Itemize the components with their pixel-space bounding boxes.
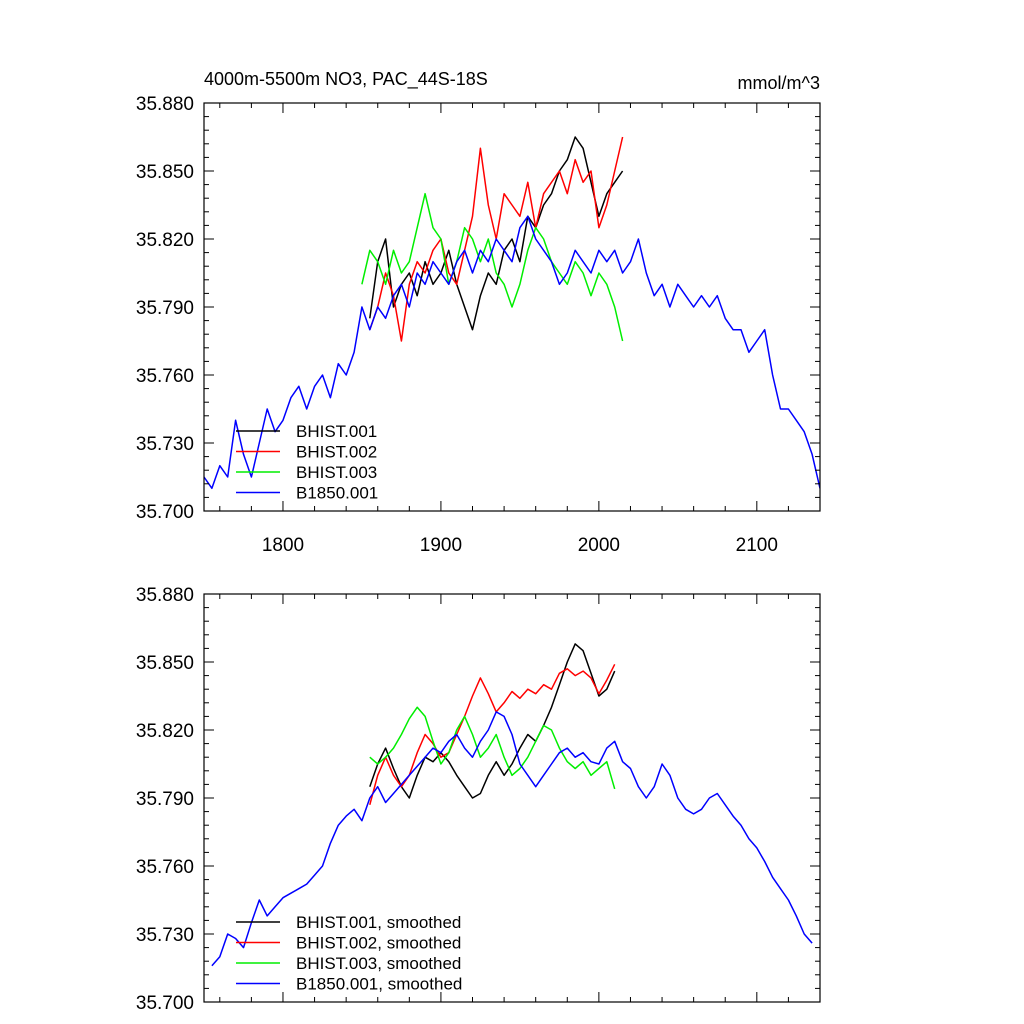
y-tick-label: 35.850	[136, 162, 194, 183]
chart-panel-2: 35.700 35.730 35.760 35.790 35.820 35.850 35.8…	[136, 585, 821, 1014]
y-tick-label: 35.760	[136, 857, 194, 878]
y-tick-label: 35.700	[136, 993, 194, 1014]
y-tick-label: 35.850	[136, 653, 194, 674]
legend-label: BHIST.002, smoothed	[296, 934, 461, 953]
y-tick-label: 35.820	[136, 721, 194, 742]
y-tick-label: 35.880	[136, 585, 194, 606]
legend-label: B1850.001, smoothed	[296, 975, 462, 994]
series-line-1-4	[204, 215, 820, 490]
units-label: mmol/m^3	[738, 73, 820, 93]
y-tick-label: 35.700	[136, 502, 194, 523]
legend-label: B1850.001	[296, 484, 378, 503]
y-tick-label: 35.730	[136, 434, 194, 455]
y-tick-label: 35.880	[136, 94, 194, 115]
y-tick-label: 35.790	[136, 298, 194, 319]
series-line-1-1	[369, 136, 624, 331]
x-tick-label: 1800	[262, 535, 304, 556]
series-line-1-3	[361, 192, 624, 342]
x-tick-label: 2000	[578, 535, 620, 556]
series-line-2-3	[369, 706, 616, 790]
series-line-2-1	[369, 643, 616, 799]
chart-panel-1: 35.700 35.730 35.760 35.790 35.820 35.850 35.8…	[136, 69, 821, 556]
series-line-2-2	[369, 663, 616, 805]
x-tick-label: 2100	[736, 535, 778, 556]
legend-label: BHIST.003, smoothed	[296, 954, 461, 973]
y-tick-label: 35.820	[136, 230, 194, 251]
y-tick-label: 35.790	[136, 789, 194, 810]
series-line-2-4	[211, 711, 813, 967]
legend-label: BHIST.002	[296, 443, 377, 462]
y-tick-label: 35.730	[136, 925, 194, 946]
chart-title: 4000m-5500m NO3, PAC_44S-18S	[204, 69, 488, 90]
legend-label: BHIST.001, smoothed	[296, 913, 461, 932]
legend-label: BHIST.001	[296, 422, 377, 441]
y-tick-label: 35.760	[136, 366, 194, 387]
legend-label: BHIST.003	[296, 463, 377, 482]
x-tick-label: 1900	[420, 535, 462, 556]
